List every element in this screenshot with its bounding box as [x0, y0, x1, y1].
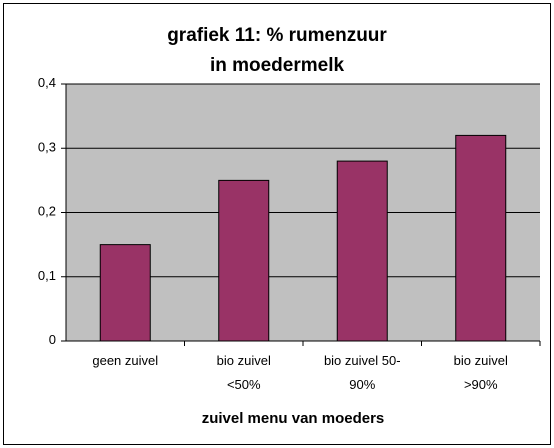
- y-tick-label: 0,3: [38, 140, 56, 155]
- bar: [218, 179, 270, 342]
- x-tick-label: bio zuivel <50%: [217, 353, 271, 392]
- bar: [336, 160, 388, 342]
- chart-title: grafiek 11: % rumenzuur in moedermelk: [167, 25, 387, 76]
- x-tick-label: geen zuivel: [92, 353, 158, 368]
- y-tick-label: 0,4: [38, 75, 56, 90]
- bar: [99, 244, 151, 342]
- bar: [455, 134, 507, 342]
- x-tick-label: bio zuivel >90%: [454, 353, 508, 392]
- x-tick-label: bio zuivel 50-90%: [324, 353, 401, 392]
- y-tick-label: 0,1: [38, 268, 56, 283]
- y-tick-label: 0,2: [38, 204, 56, 219]
- y-tick-label: 0: [49, 332, 56, 347]
- x-axis-label: zuivel menu van moeders: [202, 410, 385, 427]
